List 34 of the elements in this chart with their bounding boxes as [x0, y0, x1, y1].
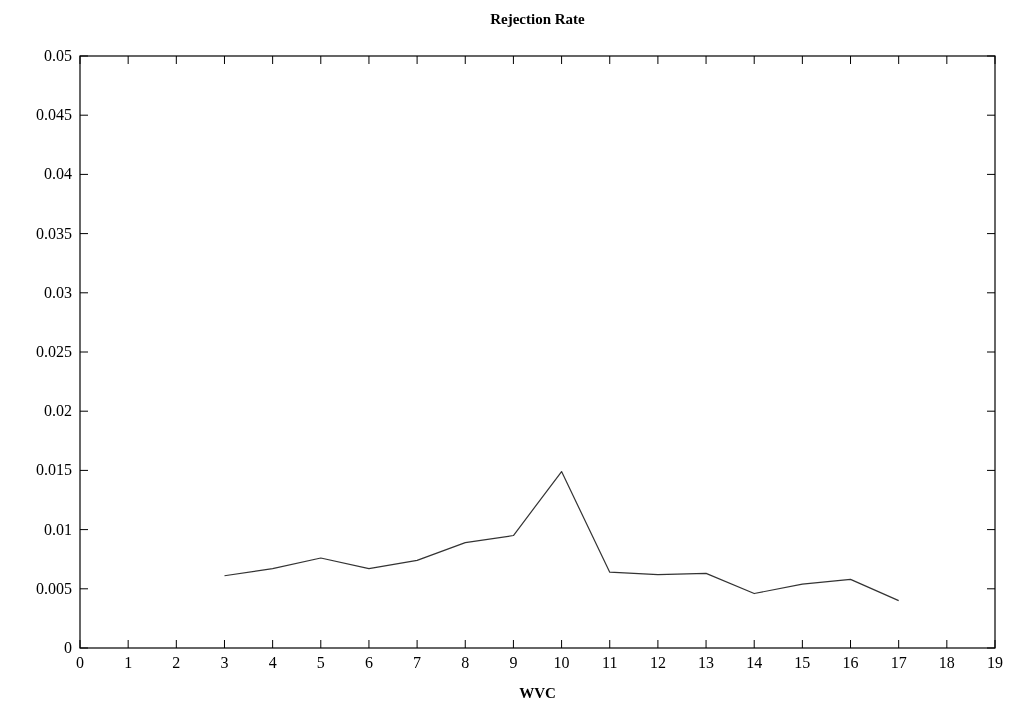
x-tick-label: 9 — [509, 654, 518, 671]
y-tick-label: 0.05 — [44, 47, 72, 64]
x-tick-label: 1 — [124, 654, 133, 671]
x-tick-label: 13 — [698, 654, 715, 671]
y-tick-label: 0.02 — [44, 402, 72, 420]
x-tick-label: 0 — [76, 654, 84, 671]
x-tick-label: 4 — [268, 654, 277, 671]
x-tick-label: 17 — [890, 654, 907, 671]
x-tick-label: 16 — [842, 654, 859, 671]
x-tick-label: 19 — [987, 654, 1003, 671]
x-tick-label: 11 — [602, 654, 618, 671]
y-tick-label: 0.045 — [36, 106, 72, 124]
line-series — [223, 470, 900, 602]
x-tick-label: 14 — [746, 654, 763, 671]
x-tick-label: 15 — [794, 654, 811, 671]
y-tick-label: 0.015 — [36, 461, 72, 479]
x-tick-label: 18 — [938, 654, 955, 671]
x-tick-label: 5 — [316, 654, 325, 671]
x-tick-label: 2 — [172, 654, 181, 671]
x-tick-label: 3 — [220, 654, 229, 671]
x-tick-label: 8 — [461, 654, 470, 671]
y-tick-label: 0.03 — [44, 283, 72, 301]
y-tick-label: 0.04 — [44, 165, 72, 183]
x-axis-title: WVC — [519, 685, 556, 701]
y-tick-label: 0.005 — [36, 579, 72, 597]
y-tick-label: 0 — [64, 639, 72, 656]
y-tick-label: 0.035 — [36, 224, 72, 242]
x-tick-label: 6 — [364, 654, 373, 671]
y-tick-label: 0.025 — [36, 343, 72, 360]
y-tick-label: 0.01 — [44, 520, 72, 538]
x-tick-label: 12 — [649, 654, 666, 671]
chart-title: Rejection Rate — [490, 11, 586, 27]
x-tick-label: 10 — [553, 654, 570, 671]
x-tick-label: 7 — [413, 654, 422, 671]
